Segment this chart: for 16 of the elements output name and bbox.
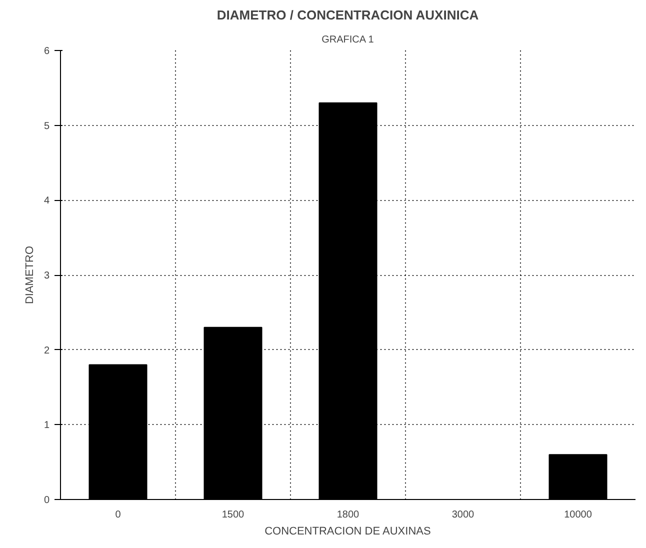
x-tick-label: 0 xyxy=(115,510,122,520)
y-tick-label: 4 xyxy=(44,196,50,207)
y-axis-title: DIAMETRO xyxy=(24,246,36,304)
x-tick-label: 1500 xyxy=(222,510,245,520)
y-tick-label: 1 xyxy=(44,420,50,432)
y-tick-label: 2 xyxy=(44,345,50,356)
y-tick-label: 0 xyxy=(44,495,50,506)
x-tick-label: 1800 xyxy=(336,510,360,520)
y-tick-label: 3 xyxy=(44,270,50,282)
x-axis-title: CONCENTRACION DE AUXINAS xyxy=(264,526,431,538)
chart-subtitle: GRAFICA 1 xyxy=(322,34,374,46)
y-tick-label: 5 xyxy=(44,120,50,132)
y-tick-label: 6 xyxy=(44,46,50,57)
chart-title: DIAMETRO / CONCENTRACION AUXINICA xyxy=(216,8,480,22)
x-tick-label: 3000 xyxy=(452,510,475,520)
x-tick-label: 10000 xyxy=(564,510,592,520)
